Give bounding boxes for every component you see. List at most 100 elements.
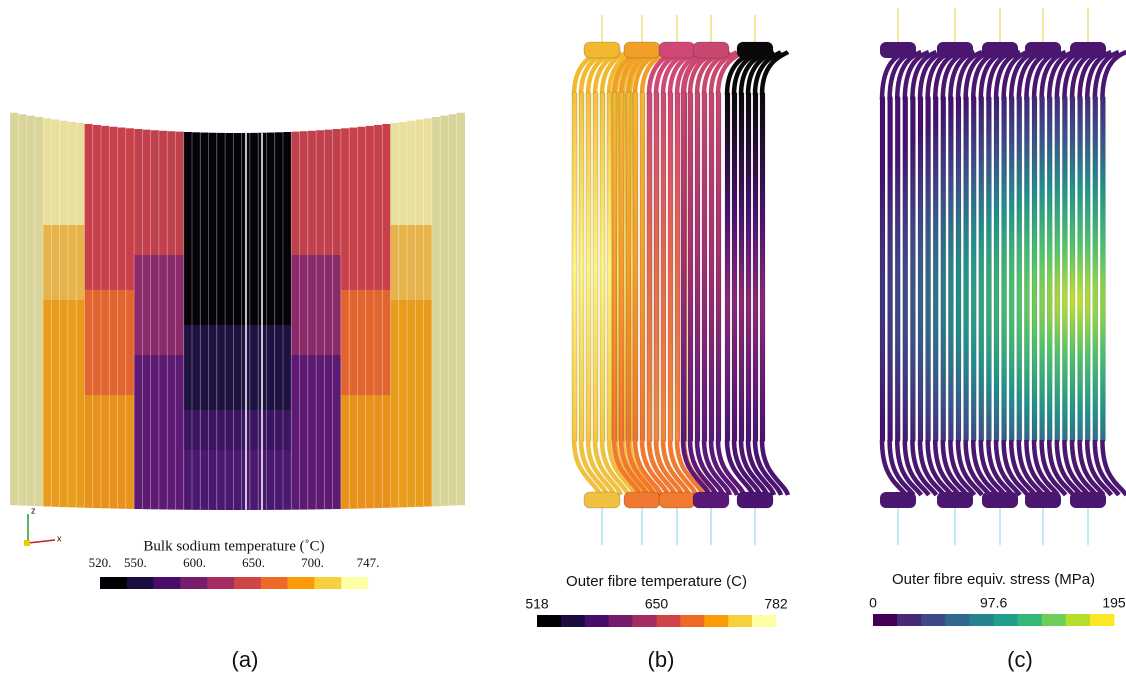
- tube-loop: [639, 439, 671, 496]
- tube-segment: [10, 450, 19, 506]
- tube-segment: [18, 450, 27, 506]
- tube-segment: [92, 290, 101, 300]
- tube-segment: [456, 225, 465, 255]
- panel-label: (b): [648, 647, 675, 672]
- tube-segment: [167, 255, 176, 290]
- tube-segment: [415, 410, 424, 450]
- tube-segment: [415, 300, 424, 325]
- tube-segment: [51, 225, 60, 255]
- tube-segment: [448, 290, 457, 300]
- tube-segment: [76, 225, 85, 255]
- tube-loop: [910, 439, 939, 497]
- tube-segment: [274, 450, 283, 510]
- tube-segment: [382, 355, 391, 395]
- tube-loop: [708, 439, 740, 496]
- tube-segment: [382, 300, 391, 325]
- tube-segment: [34, 325, 44, 355]
- tube-segment: [225, 300, 234, 325]
- tube-loop: [680, 439, 712, 496]
- tube-segment: [150, 290, 159, 300]
- tube-segment: [142, 129, 151, 225]
- tube-loop: [902, 49, 930, 101]
- tube-segment: [398, 450, 408, 508]
- tube-segment: [332, 255, 341, 290]
- tube-segment: [415, 290, 424, 300]
- header: [692, 491, 730, 509]
- tube: [1016, 95, 1023, 443]
- colorbar-swatch: [945, 614, 970, 626]
- colorbar-swatch: [680, 615, 705, 627]
- tube-segment: [340, 300, 350, 325]
- tube-segment: [233, 325, 242, 355]
- tube-segment: [142, 255, 151, 290]
- tube-segment: [134, 395, 143, 410]
- tube-segment: [109, 395, 118, 410]
- colorbar-swatch: [584, 615, 609, 627]
- tube-segment: [233, 255, 242, 290]
- tube-segment: [67, 225, 77, 255]
- tube: [625, 91, 632, 443]
- tube-segment: [84, 325, 93, 355]
- tube-segment: [84, 255, 93, 290]
- tube-segment: [249, 290, 259, 300]
- tube-segment: [374, 225, 383, 255]
- tube-segment: [382, 410, 391, 450]
- tube-segment: [274, 290, 283, 300]
- tube-segment: [26, 255, 35, 290]
- tube-loop: [660, 439, 692, 496]
- tube-segment: [431, 290, 441, 300]
- tube-segment: [266, 355, 275, 395]
- tube-segment: [216, 395, 226, 410]
- tube-segment: [158, 290, 168, 300]
- tube-segment: [266, 410, 275, 450]
- tube-segment: [200, 290, 209, 300]
- tube-segment: [192, 410, 201, 450]
- tube-segment: [415, 355, 424, 395]
- tube-segment: [101, 225, 110, 255]
- tube-segment: [423, 300, 432, 325]
- tube-segment: [340, 325, 350, 355]
- tube-loop: [948, 439, 977, 497]
- tube-segment: [200, 355, 209, 395]
- tube-segment: [109, 355, 118, 395]
- tube-segment: [134, 355, 143, 395]
- tube: [680, 91, 687, 443]
- tube-segment: [415, 395, 424, 410]
- tube: [585, 91, 592, 443]
- tube-segment: [117, 450, 126, 509]
- tube: [738, 91, 745, 443]
- tube-segment: [26, 290, 35, 300]
- tube-segment: [26, 225, 35, 255]
- tube-segment: [374, 410, 383, 450]
- tube-segment: [390, 122, 399, 225]
- colorbar-swatch: [873, 614, 898, 626]
- tube-segment: [423, 450, 432, 507]
- tube-segment: [365, 255, 374, 290]
- tube: [592, 91, 599, 443]
- tube-segment: [299, 355, 308, 395]
- tube-segment: [307, 225, 317, 255]
- colorbar-title: Bulk sodium temperature (˚C): [143, 538, 324, 554]
- tube-loop: [667, 439, 699, 496]
- tube-segment: [390, 450, 399, 508]
- tube-segment: [192, 395, 201, 410]
- tube-segment: [307, 355, 317, 395]
- tube-segment: [440, 225, 449, 255]
- tube-segment: [266, 255, 275, 290]
- tube-segment: [117, 300, 126, 325]
- tube-segment: [92, 450, 101, 509]
- tube-segment: [208, 290, 217, 300]
- tube-segment: [448, 325, 457, 355]
- tube-segment: [167, 410, 176, 450]
- tube-segment: [200, 225, 209, 255]
- tube-segment: [200, 255, 209, 290]
- tube-segment: [34, 290, 44, 300]
- tube-segment: [374, 395, 383, 410]
- colorbars: Bulk sodium temperature (˚C) 520. 550. 600.…: [89, 538, 1126, 671]
- tube-segment: [431, 355, 441, 395]
- tube-segment: [216, 325, 226, 355]
- tube: [986, 95, 992, 443]
- colorbar-tick-label: 195: [1102, 595, 1126, 611]
- tube-segment: [274, 255, 283, 290]
- tube-loop: [687, 439, 719, 496]
